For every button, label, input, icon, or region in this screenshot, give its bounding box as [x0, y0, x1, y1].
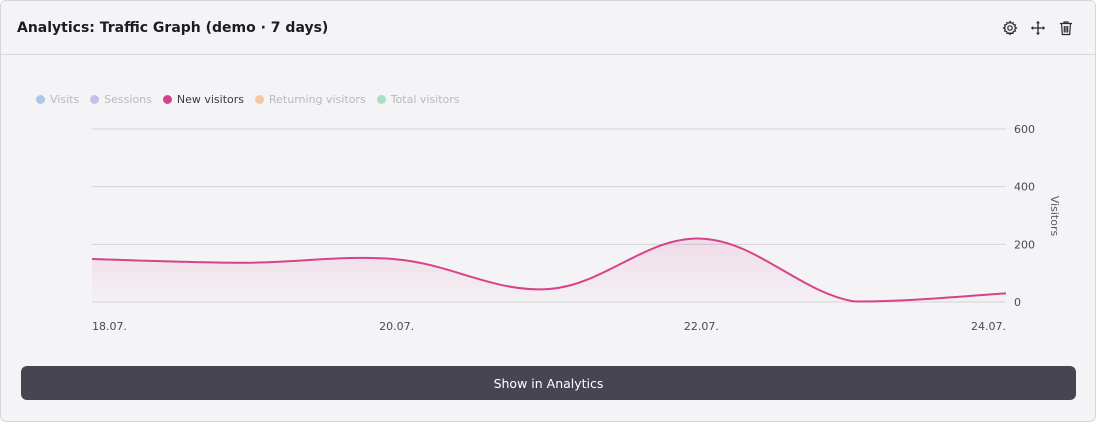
legend-dot — [376, 95, 386, 104]
widget-header: Analytics: Traffic Graph (demo · 7 days) — [1, 1, 1095, 55]
legend-label: Total visitors — [390, 93, 460, 106]
legend-dot — [90, 95, 100, 104]
legend-label: Visits — [50, 93, 80, 106]
chart-legend: Visits Sessions New visitors Returning visi… — [36, 93, 460, 106]
gear-icon[interactable] — [1001, 19, 1019, 37]
legend-label: Returning visitors — [269, 93, 366, 106]
y-tick-label: 400 — [1014, 181, 1035, 194]
widget-actions — [1001, 19, 1075, 37]
widget-title: Analytics: Traffic Graph (demo · 7 days) — [17, 20, 329, 36]
legend-label: New visitors — [176, 93, 245, 106]
x-axis-ticks: 18.07. 20.07. 22.07. 24.07. — [92, 320, 1006, 333]
series-area-new-visitors — [92, 238, 1006, 302]
x-tick-label: 20.07. — [379, 320, 414, 333]
legend-item-total-visitors[interactable]: Total visitors — [376, 93, 460, 106]
y-tick-label: 200 — [1014, 238, 1035, 251]
trash-icon[interactable] — [1057, 19, 1075, 37]
y-axis-ticks: 0 200 400 600 — [1014, 123, 1035, 309]
x-tick-label: 24.07. — [971, 320, 1006, 333]
traffic-chart: 0 200 400 600 18.07. 20.07. 22.07. 24.07. Visi… — [91, 123, 1061, 333]
legend-item-returning-visitors[interactable]: Returning visitors — [255, 93, 366, 106]
legend-item-new-visitors[interactable]: New visitors — [162, 93, 245, 106]
legend-dot — [36, 95, 45, 104]
legend-dot — [255, 95, 265, 104]
legend-dot — [162, 95, 172, 104]
y-tick-label: 0 — [1014, 296, 1021, 309]
legend-item-visits[interactable]: Visits — [36, 93, 79, 106]
legend-label: Sessions — [104, 93, 152, 106]
move-icon[interactable] — [1029, 19, 1047, 37]
show-in-analytics-button[interactable]: Show in Analytics — [21, 366, 1076, 400]
y-tick-label: 600 — [1014, 123, 1035, 136]
series-line-new-visitors — [91, 237, 1007, 303]
x-tick-label: 22.07. — [684, 320, 719, 333]
legend-item-sessions[interactable]: Sessions — [90, 93, 152, 106]
y-axis-label: Visitors — [1048, 196, 1061, 237]
x-tick-label: 18.07. — [92, 320, 127, 333]
